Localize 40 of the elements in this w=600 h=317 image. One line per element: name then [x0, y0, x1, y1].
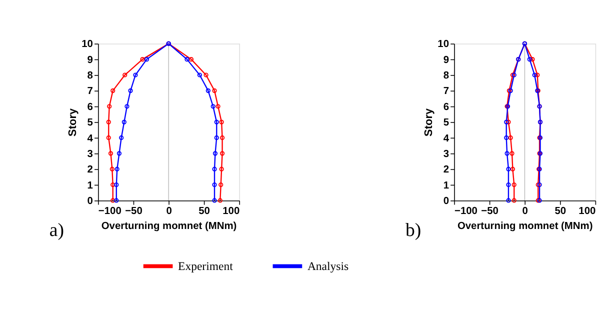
- x-tick-label: −100: [98, 206, 122, 218]
- legend-label: Experiment: [178, 260, 234, 274]
- x-tick-label: 50: [198, 206, 210, 218]
- y-tick-label: 7: [443, 86, 450, 98]
- y-tick-label: 8: [443, 70, 450, 82]
- y-tick-label: 5: [87, 118, 94, 129]
- y-tick-label: 0: [87, 196, 94, 208]
- legend-label: Analysis: [307, 260, 350, 274]
- y-tick-label: 2: [443, 164, 450, 176]
- y-tick-label: 9: [443, 54, 450, 66]
- y-tick-label: 9: [87, 54, 94, 66]
- y-tick-label: 3: [443, 148, 450, 160]
- y-tick-label: 6: [443, 102, 450, 113]
- x-axis-title: Overturning momnet (MNm): [457, 221, 593, 232]
- x-tick-label: 50: [554, 206, 566, 218]
- y-tick-label: 4: [443, 133, 450, 144]
- y-tick-label: 4: [87, 133, 94, 144]
- text: b): [405, 220, 422, 241]
- x-tick-label: 100: [578, 206, 596, 218]
- x-tick-label: 0: [522, 206, 528, 218]
- y-tick-label: 1: [87, 180, 94, 192]
- y-tick-label: 7: [87, 86, 94, 98]
- x-tick-label: −50: [125, 206, 143, 218]
- y-axis-title: Story: [67, 108, 80, 136]
- y-tick-label: 3: [87, 148, 94, 160]
- y-axis-title: Story: [423, 108, 436, 136]
- y-tick-label: 5: [443, 118, 450, 129]
- y-tick-label: 0: [443, 196, 450, 208]
- text: a): [49, 220, 64, 241]
- x-tick-label: −50: [481, 206, 499, 218]
- x-tick-label: −100: [454, 206, 478, 218]
- x-tick-label: 0: [166, 206, 172, 218]
- y-tick-label: 2: [87, 164, 94, 176]
- y-tick-label: 6: [87, 102, 94, 113]
- y-tick-label: 8: [87, 70, 94, 82]
- x-tick-label: 100: [222, 206, 240, 218]
- y-tick-label: 1: [443, 180, 450, 192]
- y-tick-label: 10: [438, 39, 450, 50]
- y-tick-label: 10: [82, 39, 94, 50]
- x-axis-title: Overturning momnet (MNm): [101, 221, 237, 232]
